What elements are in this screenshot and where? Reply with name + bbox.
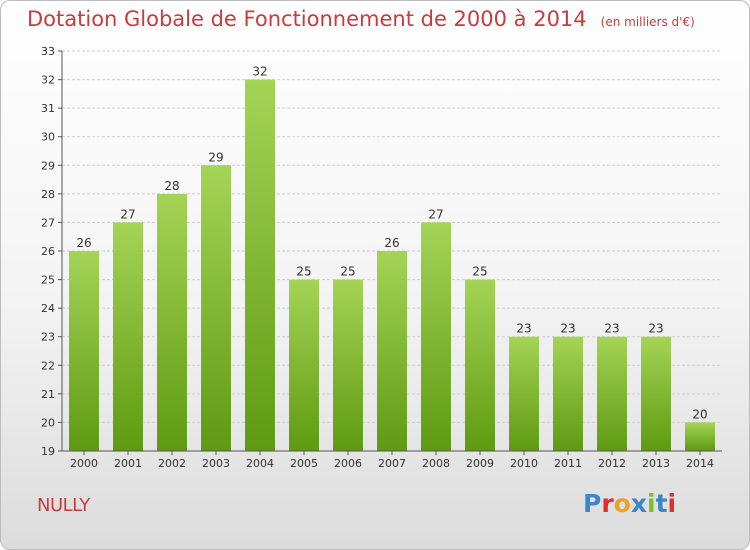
bar — [157, 193, 187, 451]
y-tick-label: 32 — [41, 74, 55, 87]
logo-letter: x — [630, 489, 647, 518]
y-tick-label: 24 — [41, 302, 55, 315]
x-tick-label: 2005 — [290, 457, 318, 470]
bar — [421, 222, 451, 451]
data-label: 26 — [76, 236, 91, 250]
data-label: 23 — [648, 322, 663, 336]
logo-letter: t — [655, 489, 668, 518]
x-tick-label: 2006 — [334, 457, 362, 470]
x-tick-label: 2011 — [554, 457, 582, 470]
bar — [289, 279, 319, 451]
data-label: 27 — [120, 207, 135, 221]
x-tick-label: 2008 — [422, 457, 450, 470]
chart-title-block: Dotation Globale de Fonctionnement de 20… — [27, 7, 695, 31]
y-tick-label: 20 — [41, 416, 55, 429]
logo-letter: r — [601, 489, 614, 518]
y-tick-label: 22 — [41, 359, 55, 372]
bar — [377, 251, 407, 451]
bar — [553, 336, 583, 451]
data-label: 29 — [208, 150, 223, 164]
chart-title: Dotation Globale de Fonctionnement de 20… — [27, 7, 587, 31]
bar — [685, 422, 715, 451]
bar — [641, 336, 671, 451]
commune-name: NULLY — [37, 495, 90, 516]
data-label: 23 — [516, 322, 531, 336]
x-tick-label: 2012 — [598, 457, 626, 470]
x-tick-label: 2007 — [378, 457, 406, 470]
y-tick-label: 33 — [41, 45, 55, 58]
chart-unit: (en milliers d'€) — [600, 15, 695, 29]
y-tick-label: 26 — [41, 245, 55, 258]
axes: 19 20 21 22 23 24 25 26 27 28 29 30 31 32 33 2000 2001 20… — [41, 45, 722, 470]
data-label: 27 — [428, 207, 443, 221]
bar — [509, 336, 539, 451]
bars: 26 27 28 29 32 25 25 26 27 25 23 23 23 23 20 — [69, 65, 715, 452]
y-tick-label: 31 — [41, 102, 55, 115]
logo-letter: o — [613, 489, 631, 518]
data-label: 32 — [252, 65, 267, 79]
y-tick-label: 21 — [41, 388, 55, 401]
y-tick-label: 30 — [41, 131, 55, 144]
bar — [597, 336, 627, 451]
bar — [201, 165, 231, 452]
x-tick-label: 2009 — [466, 457, 494, 470]
proxiti-logo: Proxiti — [583, 489, 676, 518]
x-tick-label: 2014 — [686, 457, 714, 470]
logo-letter: i — [647, 489, 656, 518]
x-tick-label: 2002 — [158, 457, 186, 470]
data-label: 25 — [340, 265, 355, 279]
x-tick-label: 2010 — [510, 457, 538, 470]
x-tick-label: 2001 — [114, 457, 142, 470]
data-label: 28 — [164, 179, 179, 193]
x-tick-label: 2013 — [642, 457, 670, 470]
y-tick-label: 19 — [41, 445, 55, 458]
data-label: 26 — [384, 236, 399, 250]
data-label: 23 — [560, 322, 575, 336]
logo-letter: i — [667, 489, 677, 518]
data-label: 25 — [296, 265, 311, 279]
x-tick-label: 2004 — [246, 457, 274, 470]
data-label: 23 — [604, 322, 619, 336]
y-tick-label: 27 — [41, 216, 55, 229]
x-tick-label: 2003 — [202, 457, 230, 470]
y-tick-label: 25 — [41, 274, 55, 287]
y-tick-label: 28 — [41, 188, 55, 201]
bar — [333, 279, 363, 451]
logo-letter: P — [583, 489, 602, 518]
data-label: 25 — [472, 265, 487, 279]
y-tick-label: 23 — [41, 331, 55, 344]
x-tick-label: 2000 — [70, 457, 98, 470]
bar — [465, 279, 495, 451]
bar — [69, 251, 99, 451]
bar — [113, 222, 143, 451]
y-tick-label: 29 — [41, 159, 55, 172]
data-label: 20 — [692, 407, 707, 421]
bar — [245, 79, 275, 452]
